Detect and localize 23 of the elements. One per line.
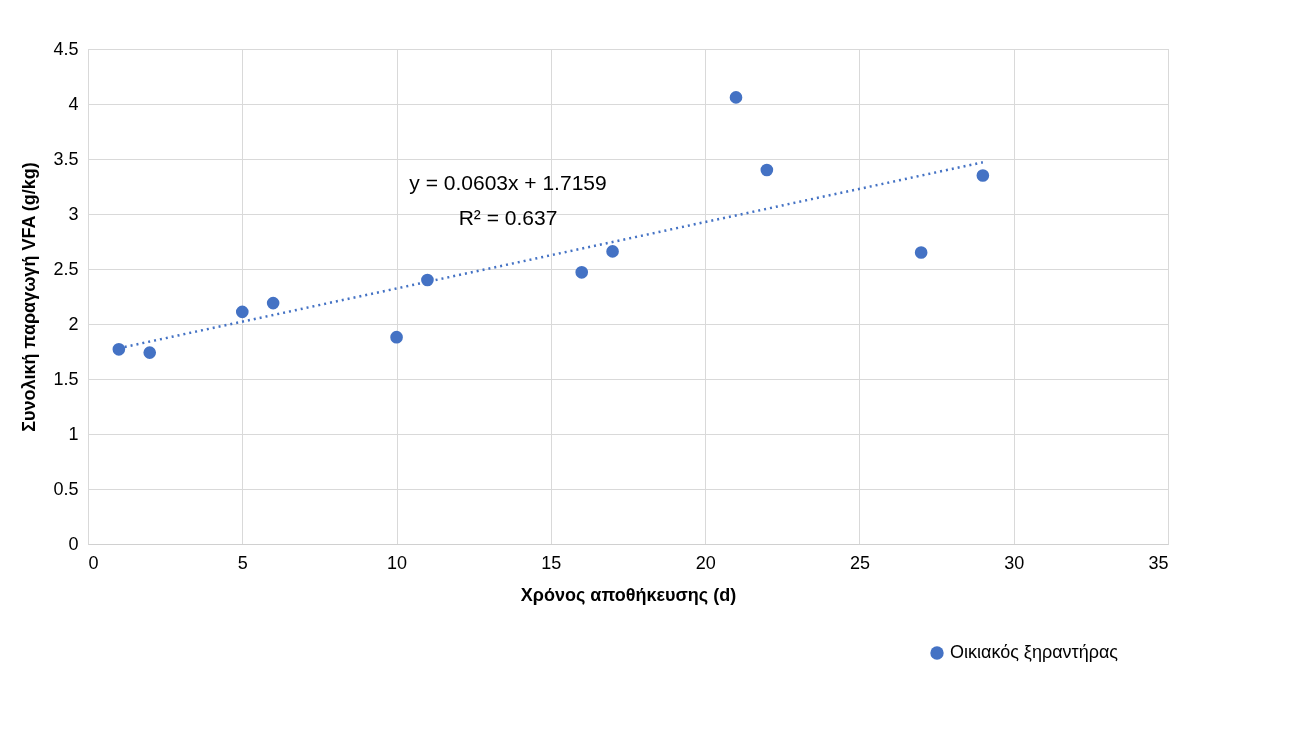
x-tick-label: 30 [1004,552,1025,573]
x-tick-label: 25 [849,552,870,573]
legend-label: Οικιακός ξηραντήρας [950,642,1119,662]
x-tick-label: 15 [541,552,562,573]
y-tick-label: 2.5 [53,258,79,279]
y-axis-title: Συνολική παραγωγή VFA (g/kg) [19,162,40,432]
y-tick-label: 0.5 [53,478,79,499]
x-tick-label: 35 [1148,552,1169,573]
y-tick-label: 3 [68,203,79,224]
x-axis-title: Χρόνος αποθήκευσης (d) [520,584,737,605]
y-tick-label: 0 [68,533,79,554]
x-tick-label: 10 [387,552,408,573]
y-tick-label: 1.5 [53,368,79,389]
y-tick-label: 3.5 [53,148,79,169]
annotation: y = 0.0603x + 1.7159 [409,171,607,194]
annotation: R² = 0.637 [458,206,558,229]
y-tick-label: 2 [68,313,79,334]
x-tick-label: 20 [695,552,716,573]
x-tick-label: 5 [237,552,248,573]
y-tick-label: 4.5 [53,38,79,59]
x-tick-label: 0 [88,552,99,573]
y-tick-label: 4 [68,93,79,114]
y-tick-label: 1 [68,423,79,444]
